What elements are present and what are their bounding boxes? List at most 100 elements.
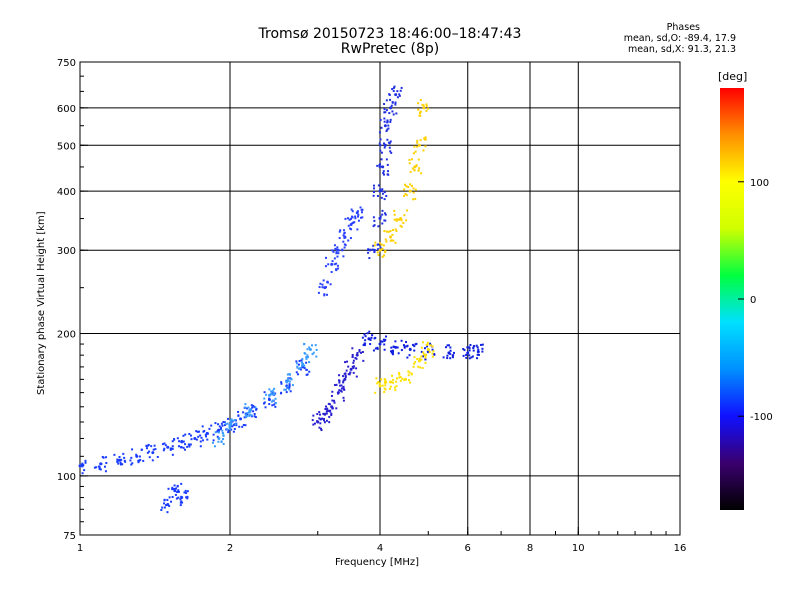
echo-point [231,425,234,428]
echo-point [312,423,315,426]
echo-point [348,373,351,376]
echo-point [338,389,341,392]
echo-point [352,359,355,362]
echo-point [389,385,392,388]
echo-point [384,251,387,254]
echo-point [129,459,132,462]
echo-point [253,413,256,416]
echo-point [420,355,423,358]
echo-point [333,244,336,247]
echo-point [388,387,391,390]
echo-point [392,228,395,231]
echo-point [263,401,266,404]
echo-point [394,386,397,389]
echo-point [237,414,240,417]
echo-point [383,381,386,384]
echo-point [331,260,334,263]
trace-point [417,359,421,363]
echo-point [424,145,427,148]
echo-point [369,343,372,346]
echo-point [324,265,327,268]
echo-point [233,427,236,430]
echo-point [230,428,233,431]
echo-point [84,459,87,462]
echo-point [383,173,386,176]
echo-point [384,219,387,222]
echo-point [186,495,189,498]
echo-point [384,335,387,338]
echo-point [393,85,396,88]
echo-point [335,383,338,386]
echo-point [418,357,421,360]
echo-point [246,411,249,414]
echo-point [349,237,352,240]
echo-point [164,444,167,447]
echo-point [383,108,386,111]
echo-point [480,343,483,346]
echo-point [154,448,157,451]
echo-point [384,111,387,114]
echo-point [188,443,191,446]
echo-point [476,353,479,356]
echo-point [344,374,347,377]
echo-point [273,393,276,396]
echo-point [379,149,382,152]
echo-point [413,356,416,359]
echo-point [346,360,349,363]
trace-point [166,445,170,449]
echo-point [391,233,394,236]
echo-point [152,448,155,451]
echo-point [217,431,220,434]
trace-point [301,362,305,366]
echo-point [271,404,274,407]
echo-point [414,343,417,346]
echo-point [449,357,452,360]
echo-point [405,185,408,188]
echo-point [351,355,354,358]
echo-point [263,397,266,400]
echo-point [308,346,311,349]
echo-point [289,390,292,393]
echo-point [206,438,209,441]
trace-point [349,367,353,371]
echo-point [273,387,276,390]
trace-point [135,454,139,458]
echo-point [319,413,322,416]
echo-point [392,239,395,242]
echo-point [184,443,187,446]
echo-point [339,229,342,232]
echo-point [335,407,338,410]
echo-point [364,339,367,342]
echo-point [176,437,179,440]
echo-point [449,346,452,349]
echo-point [165,504,168,507]
echo-point [248,411,251,414]
echo-point [170,500,173,503]
echo-point [274,397,277,400]
echo-point [366,332,369,335]
echo-point [175,487,178,490]
echo-point [392,381,395,384]
trace-point [383,143,387,147]
echo-point [342,379,345,382]
echo-point [388,93,391,96]
echo-point [395,112,398,115]
echo-point [84,461,87,464]
echo-point [303,364,306,367]
echo-point [305,356,308,359]
echo-point [280,381,283,384]
echo-point [370,336,373,339]
echo-point [189,434,192,437]
echo-point [427,107,430,110]
echo-point [336,255,339,258]
echo-point [367,251,370,254]
echo-point [389,239,392,242]
echo-point [403,214,406,217]
echo-point [392,113,395,116]
echo-point [418,114,421,117]
echo-point [178,440,181,443]
echo-point [381,188,384,191]
echo-point [356,215,359,218]
y-tick-label: 750 [57,58,76,69]
